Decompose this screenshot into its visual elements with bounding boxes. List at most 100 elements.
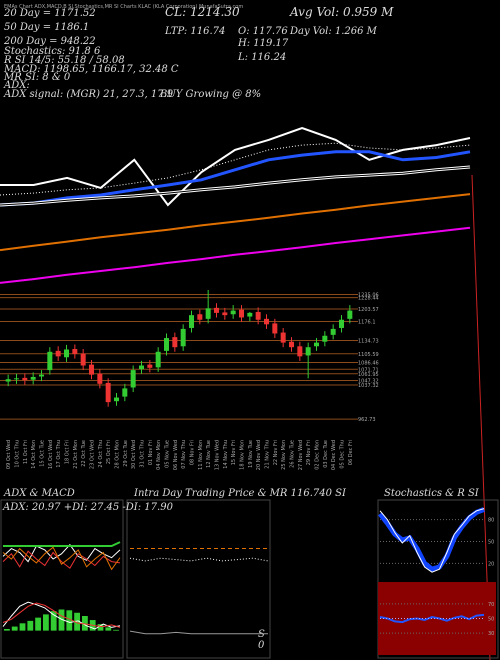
annotation: H: 119.17 <box>237 38 289 49</box>
y-tick-label: 962.73 <box>358 417 376 423</box>
x-tick-label: 06 Nov Wed <box>173 440 179 470</box>
y-tick-label: 1176.1 <box>358 320 376 326</box>
annotation: Avg Vol: 0.959 M <box>289 5 394 19</box>
x-tick-label: 15 Oct Tue <box>40 440 46 467</box>
candle-body <box>230 310 236 315</box>
x-tick-label: 11 Oct Fri <box>23 440 29 464</box>
bar <box>35 617 41 631</box>
bar <box>27 620 34 631</box>
candle-body <box>22 377 28 381</box>
candle-body <box>39 374 44 377</box>
candle-body <box>189 315 194 328</box>
annotation: 50 Day = 1186.1 <box>4 22 89 33</box>
candle-body <box>30 376 36 380</box>
annotation: L: 116.24 <box>237 52 286 63</box>
y-tick-label: 1228.44 <box>358 296 379 302</box>
annotation: Stochastics: 91.8 6 <box>4 46 101 57</box>
x-tick-label: 05 Nov Tue <box>165 440 171 468</box>
x-tick-label: 18 Oct Fri <box>65 440 71 464</box>
x-tick-label: 05 Dec Thu <box>340 440 346 469</box>
candle-body <box>305 347 311 356</box>
candle-body <box>322 335 328 342</box>
series-line <box>2 550 121 569</box>
x-tick-label: 17 Oct Thu <box>56 440 62 468</box>
annotation: 20 Day = 1171.52 <box>3 8 96 19</box>
y-tick-label: 80 <box>488 518 494 524</box>
x-tick-label: 06 Dec Fri <box>348 440 354 465</box>
panel-frame <box>377 499 499 659</box>
bar <box>82 616 88 631</box>
y-tick-label: 1235.06 <box>358 293 379 299</box>
annotation: EMAs Chart ADX,MACD,B SI,Stochastics,MR … <box>4 4 243 10</box>
bar <box>19 623 26 631</box>
series-line <box>2 602 121 628</box>
x-tick-label: 21 Oct Mon <box>73 440 79 469</box>
bar <box>74 612 80 631</box>
bar <box>4 629 10 631</box>
candle-body <box>64 349 69 358</box>
x-tick-label: 11 Nov Mon <box>198 440 204 470</box>
annotation: BUY Growing @ 8% <box>159 89 261 100</box>
y-tick-label: 1105.59 <box>358 352 379 358</box>
y-tick-label: 1061.95 <box>358 372 379 378</box>
x-tick-label: 29 Oct Tue <box>123 440 129 467</box>
series-line <box>379 613 485 624</box>
series-line <box>0 226 471 284</box>
candle-body <box>297 346 303 357</box>
x-tick-label: 22 Oct Tue <box>81 440 87 467</box>
bar <box>97 624 104 631</box>
candle-body <box>80 353 86 366</box>
candle-body <box>155 351 161 368</box>
x-tick-label: 01 Nov Fri <box>148 440 154 465</box>
candle-body <box>139 365 144 370</box>
candle-body <box>330 328 336 335</box>
bar <box>11 626 18 631</box>
series-line <box>0 142 471 196</box>
y-tick-label: 70 <box>488 602 494 608</box>
candle-body <box>5 379 11 382</box>
x-tick-label: 18 Nov Mon <box>240 440 246 470</box>
candle-body <box>239 309 244 318</box>
x-tick-label: 14 Oct Mon <box>31 440 37 469</box>
bar <box>113 629 119 631</box>
series-line <box>2 546 121 571</box>
candle-body <box>114 397 119 402</box>
candle-body <box>105 382 111 403</box>
candle-body <box>172 337 178 348</box>
candle-body <box>147 364 153 368</box>
x-tick-label: 03 Dec Tue <box>323 440 329 468</box>
series-line <box>0 126 471 207</box>
series-line <box>129 630 268 635</box>
annotation: LTP: 116.74 <box>164 26 225 37</box>
y-tick-label: 1071.71 <box>358 367 379 373</box>
y-tick-label: 1047.32 <box>358 378 379 384</box>
candle-body <box>280 332 286 343</box>
candle-body <box>264 318 269 325</box>
series-line <box>129 557 269 562</box>
x-tick-label: 20 Nov Wed <box>256 440 262 470</box>
candle-body <box>47 351 53 371</box>
annotation: ADX: 20.97 +DI: 27.45 -DI: 17.90 <box>2 502 174 513</box>
candle-body <box>55 350 61 357</box>
annotation: R SI 14/5: 55.18 / 58.08 <box>3 55 125 66</box>
annotation: CL: 1214.30 <box>165 5 240 19</box>
candle-body <box>214 307 219 313</box>
x-tick-label: 28 Oct Mon <box>115 440 121 469</box>
series-line <box>2 601 121 630</box>
annotation: ADX: <box>3 80 30 91</box>
x-tick-label: 19 Nov Tue <box>248 440 254 468</box>
series-line-inner <box>0 166 471 206</box>
candle-body <box>255 311 261 320</box>
x-tick-label: 23 Oct Wed <box>90 440 96 469</box>
candle-body <box>72 349 78 355</box>
candle-body <box>89 364 94 375</box>
x-tick-label: 22 Nov Fri <box>273 440 279 465</box>
x-tick-label: 31 Oct Thu <box>140 440 146 468</box>
bar <box>105 627 112 631</box>
annotation: 200 Day = 948.22 <box>3 36 96 47</box>
candle-body <box>347 310 353 319</box>
x-tick-label: 15 Nov Fri <box>231 440 237 465</box>
annotation: Day Vol: 1.266 M <box>289 26 378 37</box>
panel-frame <box>126 499 271 659</box>
